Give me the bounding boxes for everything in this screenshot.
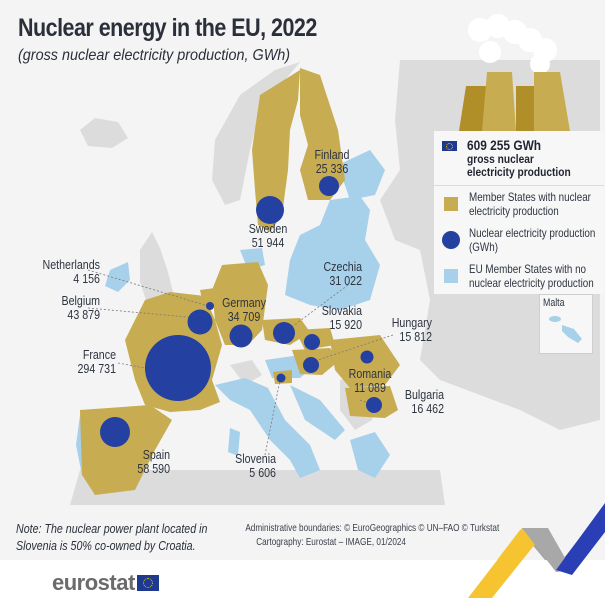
logo-wordmark: eurostat [52, 570, 135, 595]
footnote-line: Slovenia is 50% co-owned by Croatia. [16, 538, 196, 553]
legend-line: Member States with nuclear [469, 190, 591, 204]
credit-cartography: Cartography: Eurostat – IMAGE, 01/2024 [256, 536, 406, 548]
legend-item-label: EU Member States with no nuclear electri… [469, 262, 594, 290]
eurostat-logo: eurostat [52, 570, 159, 596]
country-name: Spain [142, 447, 170, 462]
bubble-belgium [187, 309, 213, 335]
belgium-netherlands-shape [200, 288, 218, 308]
country-name: Romania [348, 366, 392, 381]
bubble-hungary [303, 357, 319, 373]
country-value: 16 462 [411, 401, 444, 416]
production-bubbles [100, 176, 382, 447]
bubble-slovenia [276, 373, 286, 383]
malta-shape [549, 316, 582, 343]
sweden-shape [252, 70, 300, 232]
bubble-bulgaria [366, 397, 382, 413]
legend-line: Nuclear electricity production [469, 226, 596, 240]
label-slovenia: Slovenia 5 606 [210, 452, 276, 480]
bubble-france [145, 335, 211, 401]
footnote: Note: The nuclear power plant located in… [16, 520, 207, 554]
legend-total-line1: gross nuclear [467, 152, 534, 166]
legend-line: (GWh) [469, 240, 498, 254]
country-value: 25 336 [315, 161, 349, 176]
legend-total-line2: electricity production [467, 165, 571, 179]
country-name: Germany [222, 295, 266, 310]
label-germany: Germany 34 709 [211, 296, 277, 324]
bubble-spain [100, 417, 130, 447]
bubble-romania [360, 350, 374, 364]
country-value: 15 920 [329, 317, 362, 332]
credit-boundaries: Administrative boundaries: © EuroGeograp… [245, 522, 500, 534]
bubble-sweden [256, 196, 284, 224]
label-slovakia: Slovakia 15 920 [296, 304, 362, 332]
legend-total-value: 609 255 GWh [467, 137, 542, 153]
country-name: Belgium [61, 293, 100, 308]
malta-label: Malta [543, 297, 565, 309]
legend-total: 609 255 GWh gross nuclear electricity pr… [434, 131, 604, 186]
legend-total-text: 609 255 GWh gross nuclear electricity pr… [467, 137, 589, 179]
credits: Administrative boundaries: © EuroGeograp… [200, 521, 500, 549]
country-name: Slovenia [235, 451, 276, 466]
page-subtitle: (gross nuclear electricity production, G… [18, 47, 291, 64]
country-name: Slovakia [321, 303, 362, 318]
country-name: France [82, 347, 116, 362]
legend-line: EU Member States with no [469, 262, 587, 276]
legend: 609 255 GWh gross nuclear electricity pr… [434, 131, 604, 294]
label-romania: Romania 11 089 [337, 367, 403, 395]
bubble-czechia [273, 322, 295, 344]
label-spain: Spain 58 590 [104, 448, 170, 476]
cooling-towers-illustration [459, 14, 570, 131]
legend-item-label: Member States with nuclear electricity p… [469, 190, 591, 218]
legend-line: nuclear electricity production [469, 276, 594, 290]
gold-square-icon [444, 197, 458, 211]
malta-inset: Malta [539, 294, 593, 354]
page-title: Nuclear energy in the EU, 2022 [18, 14, 317, 42]
legend-item-nuclear-states: Member States with nuclear electricity p… [434, 186, 604, 222]
country-value: 11 089 [354, 380, 386, 395]
eu-flag-icon [136, 575, 159, 591]
germany-shape [212, 262, 268, 345]
label-belgium: Belgium 43 879 [34, 294, 100, 322]
bubble-finland [319, 176, 339, 196]
country-value: 51 944 [251, 235, 285, 250]
country-value: 5 606 [249, 465, 276, 480]
label-hungary: Hungary 15 812 [366, 316, 432, 344]
legend-line: electricity production [469, 204, 559, 218]
country-value: 4 156 [73, 271, 100, 286]
label-bulgaria: Bulgaria 16 462 [378, 388, 444, 416]
legend-item-production: Nuclear electricity production (GWh) [434, 222, 604, 258]
country-name: Netherlands [42, 257, 100, 272]
country-value: 58 590 [137, 461, 170, 476]
light-blue-square-icon [444, 269, 458, 283]
legend-item-no-nuclear: EU Member States with no nuclear electri… [434, 258, 604, 294]
bubble-germany [229, 324, 253, 348]
country-value: 31 022 [329, 273, 362, 288]
label-czechia: Czechia 31 022 [296, 260, 362, 288]
label-france: France 294 731 [50, 348, 116, 376]
country-value: 43 879 [67, 307, 100, 322]
country-name: Sweden [248, 221, 288, 236]
label-finland: Finland 25 336 [299, 148, 365, 176]
country-name: Finland [314, 147, 350, 162]
finland-shape [300, 68, 345, 200]
legend-item-label: Nuclear electricity production (GWh) [469, 226, 595, 254]
country-name: Bulgaria [404, 387, 444, 402]
country-value: 34 709 [227, 309, 261, 324]
eu-flag-icon [442, 141, 457, 151]
label-netherlands: Netherlands 4 156 [34, 258, 100, 286]
country-value: 15 812 [399, 329, 432, 344]
bubble-netherlands [206, 302, 214, 310]
label-sweden: Sweden 51 944 [235, 222, 301, 250]
country-name: Hungary [391, 315, 432, 330]
bubble-slovakia [304, 334, 320, 350]
country-name: Czechia [323, 259, 362, 274]
footnote-line: Note: The nuclear power plant located in [16, 521, 208, 536]
blue-circle-icon [442, 231, 460, 249]
country-value: 294 731 [77, 361, 116, 376]
